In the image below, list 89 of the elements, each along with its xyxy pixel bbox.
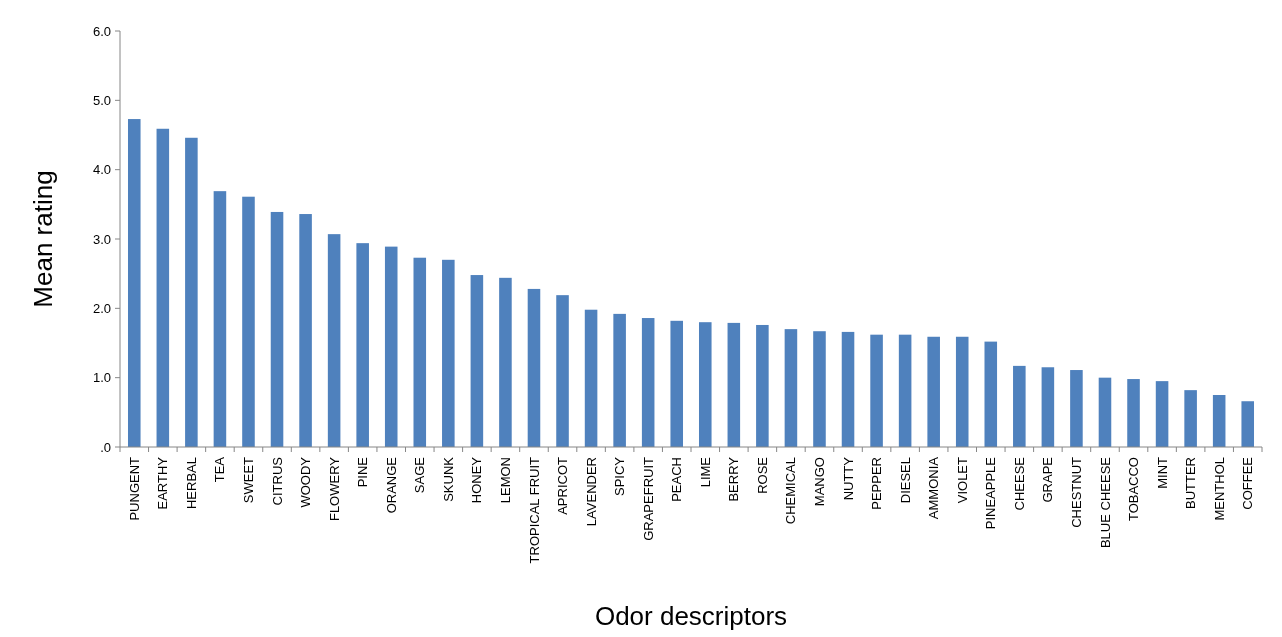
bar <box>470 275 484 447</box>
bar <box>898 334 912 447</box>
x-tick-label: SWEET <box>241 456 257 504</box>
x-tick-label: CHESTNUT <box>1068 456 1084 528</box>
y-tick-label: 2.0 <box>92 300 111 316</box>
y-tick-label: 5.0 <box>92 92 111 108</box>
bar <box>356 243 369 447</box>
bar <box>442 259 455 447</box>
bar <box>1184 390 1197 447</box>
x-tick-label: HONEY <box>469 456 485 504</box>
x-tick-label: COFFEE <box>1240 456 1256 510</box>
bar <box>413 257 427 447</box>
y-tick-label: 1.0 <box>92 370 111 386</box>
bar <box>984 341 998 447</box>
bar <box>185 137 198 447</box>
x-tick-label: CITRUS <box>269 456 285 506</box>
y-tick-label: 3.0 <box>92 231 111 247</box>
x-tick-label: LEMON <box>497 457 513 504</box>
bar <box>584 309 598 447</box>
bar <box>1013 365 1026 447</box>
x-tick-label: PEACH <box>669 457 685 502</box>
bar <box>242 196 255 447</box>
x-tick-label: GRAPE <box>1040 456 1056 503</box>
bar <box>156 128 170 447</box>
x-tick-label: SPICY <box>612 456 628 497</box>
bar <box>955 336 969 447</box>
bar <box>127 119 141 447</box>
x-tick-label: CHEESE <box>1011 456 1027 511</box>
x-tick-label: DIESEL <box>897 457 913 504</box>
x-tick-label: HERBAL <box>183 457 199 510</box>
x-tick-label: LAVENDER <box>583 457 599 527</box>
x-tick-label: TEA <box>212 456 228 483</box>
x-tick-label: MANGO <box>812 457 828 507</box>
bar <box>756 324 769 447</box>
bar <box>641 318 655 447</box>
x-tick-label: VIOLET <box>954 456 970 504</box>
x-tick-label: CHEMICAL <box>783 457 799 525</box>
x-tick-label: TROPICAL FRUIT <box>526 456 542 564</box>
x-tick-label: SAGE <box>412 456 428 494</box>
bar <box>384 246 398 447</box>
bar <box>213 191 227 447</box>
x-tick-label: BUTTER <box>1183 457 1199 509</box>
bar <box>784 329 798 447</box>
bar <box>927 336 940 447</box>
bar <box>841 331 855 447</box>
bar <box>1098 377 1112 447</box>
bar <box>499 277 512 447</box>
bar <box>613 313 626 447</box>
y-tick-label: .0 <box>100 439 111 455</box>
x-tick-label: ROSE <box>754 456 770 494</box>
x-tick-label: AMMONIA <box>926 456 942 520</box>
x-tick-label: MENTHOL <box>1211 457 1227 521</box>
bar <box>527 288 541 447</box>
y-axis-title: Mean rating <box>28 170 58 308</box>
bar <box>1041 367 1055 447</box>
x-tick-label: LIME <box>697 456 713 488</box>
bar <box>270 211 284 447</box>
x-tick-label: MINT <box>1154 456 1170 489</box>
x-axis-title: Odor descriptors <box>594 601 788 631</box>
bar <box>299 214 312 447</box>
bar <box>556 295 569 447</box>
bar <box>1127 379 1140 447</box>
bar <box>327 234 341 447</box>
bar <box>1070 370 1083 447</box>
bar <box>813 331 826 447</box>
x-tick-label: FLOWERY <box>326 456 342 522</box>
x-tick-label: EARTHY <box>155 456 171 510</box>
x-tick-label: BLUE CHEESE <box>1097 456 1113 549</box>
y-tick-label: 6.0 <box>92 23 111 39</box>
x-tick-label: GRAPEFRUIT <box>640 456 656 541</box>
x-tick-label: PINE <box>355 456 371 488</box>
bar <box>727 322 741 447</box>
x-tick-label: PINEAPPLE <box>983 456 999 530</box>
x-tick-label: SKUNK <box>440 456 456 502</box>
x-tick-label: TOBACCO <box>1126 457 1142 522</box>
bar <box>870 334 883 447</box>
x-tick-label: PEPPER <box>869 457 885 510</box>
bar <box>1155 381 1169 447</box>
x-tick-label: NUTTY <box>840 456 856 501</box>
y-tick-label: 4.0 <box>92 162 111 178</box>
x-tick-label: APRICOT <box>555 456 571 515</box>
bar <box>1241 401 1254 447</box>
x-tick-label: PUNGENT <box>126 456 142 521</box>
x-tick-label: WOODY <box>298 456 314 508</box>
x-tick-label: ORANGE <box>383 456 399 514</box>
x-tick-label: BERRY <box>726 456 742 502</box>
bar <box>1212 395 1226 447</box>
bar <box>670 320 684 447</box>
bar <box>698 322 712 447</box>
